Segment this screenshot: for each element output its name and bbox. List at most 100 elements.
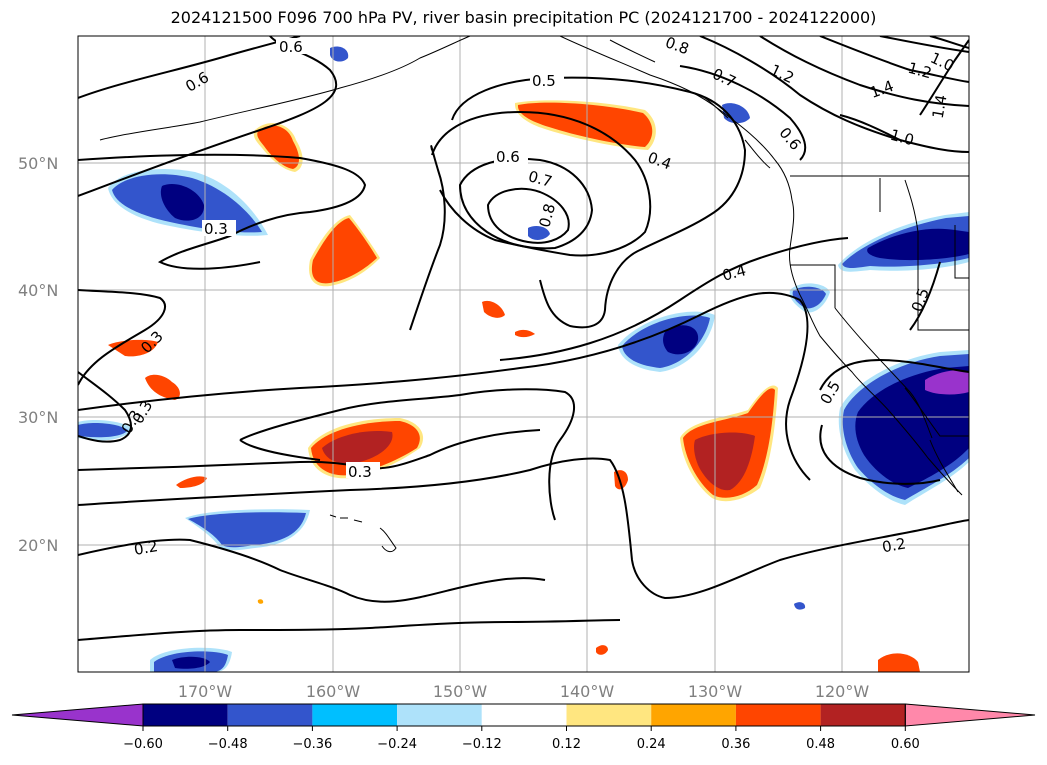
negative-anomaly-region — [172, 656, 210, 669]
pv-contour — [819, 424, 941, 485]
contour-label: 1.0 — [888, 126, 916, 150]
pv-contour — [78, 36, 337, 197]
contour-label: 0.2 — [133, 537, 160, 559]
colorbar-segment — [481, 704, 567, 726]
negative-anomaly-region — [78, 422, 128, 438]
colorbar-tick-label: −0.36 — [292, 737, 332, 752]
positive-anomaly-region — [176, 476, 207, 488]
pv-contour — [819, 358, 969, 391]
colorbar: −0.60 −0.48 −0.36 −0.24 −0.12 0.12 0.24 … — [11, 703, 1036, 752]
lat-label: 50°N — [18, 154, 58, 173]
contour-label: 0.3 — [204, 220, 228, 238]
longitude-labels: 170°W 160°W 150°W 140°W 130°W 120°W — [178, 682, 870, 701]
contour-label: 0.4 — [720, 261, 748, 285]
colorbar-tick-label: −0.60 — [123, 737, 163, 752]
negative-anomaly-region — [160, 184, 205, 221]
negative-anomaly-region — [528, 226, 550, 240]
contour-label: 1.4 — [929, 93, 951, 120]
latitude-labels: 50°N 40°N 30°N 20°N — [18, 154, 58, 555]
pv-contour — [451, 76, 747, 329]
colorbar-segment — [11, 703, 144, 727]
positive-anomaly-region — [878, 653, 920, 672]
negative-anomaly-region — [855, 366, 969, 488]
pv-contour — [929, 36, 969, 49]
lon-label: 170°W — [178, 682, 233, 701]
pv-contour — [909, 261, 941, 331]
colorbar-tick-label: −0.12 — [462, 737, 502, 752]
contour-label: 0.2 — [881, 534, 908, 556]
pv-contour — [919, 39, 969, 116]
lat-label: 40°N — [18, 281, 58, 300]
pv-contour — [486, 187, 570, 244]
pv-contour — [78, 538, 546, 603]
positive-anomaly-region — [694, 432, 755, 491]
pv-contour — [78, 619, 621, 641]
positive-anomaly-region — [482, 300, 505, 318]
colorbar-segment — [904, 703, 1036, 727]
pv-contour — [839, 114, 901, 141]
contour-label: 0.6 — [279, 38, 303, 56]
colorbar-segment — [735, 704, 821, 726]
lon-label: 120°W — [815, 682, 870, 701]
contour-label: 0.8 — [535, 202, 559, 230]
pv-contour — [239, 388, 575, 521]
colorbar-segment — [820, 704, 906, 726]
contour-label: 0.6 — [496, 148, 520, 166]
lat-label: 30°N — [18, 408, 58, 427]
colorbar-segment — [143, 704, 228, 726]
contour-label: 1.2 — [906, 59, 934, 83]
colorbar-tick-label: −0.48 — [208, 737, 248, 752]
colorbar-segment — [397, 704, 482, 726]
pv-contour — [409, 145, 446, 331]
positive-anomaly-region — [257, 599, 264, 604]
pv-contour — [679, 65, 807, 161]
pv-contours — [78, 36, 969, 641]
negative-anomaly-region — [722, 103, 750, 124]
positive-anomaly-region — [257, 125, 299, 169]
pv-contour — [78, 289, 166, 386]
negative-anomaly-region — [330, 46, 349, 62]
colorbar-tick-label: −0.24 — [377, 737, 417, 752]
pv-contour — [78, 371, 132, 443]
gridlines — [78, 36, 969, 672]
colorbar-segment — [566, 704, 652, 726]
contour-label: 0.7 — [526, 167, 554, 191]
negative-anomaly-region — [188, 512, 306, 548]
colorbar-tick-label: 0.48 — [806, 737, 835, 752]
map-plot-area: 0.6 0.6 0.5 0.6 0.7 0.8 0.4 0.8 0.7 1.2 … — [78, 33, 969, 672]
positive-anomaly-region — [596, 645, 608, 655]
pv-contour — [499, 237, 849, 361]
colorbar-tick-label: 0.36 — [721, 737, 750, 752]
colorbar-tick-label: 0.24 — [637, 737, 666, 752]
lon-label: 140°W — [560, 682, 615, 701]
precip-shading — [78, 46, 969, 672]
negative-anomaly-region — [925, 370, 969, 395]
positive-anomaly-region — [311, 218, 377, 284]
positive-anomaly-region — [145, 374, 180, 400]
lon-label: 130°W — [688, 682, 743, 701]
lon-label: 160°W — [306, 682, 361, 701]
contour-label: 0.3 — [348, 463, 372, 481]
pv-contour — [78, 153, 367, 270]
colorbar-segment — [227, 704, 313, 726]
colorbar-segment — [312, 704, 398, 726]
pv-contour — [431, 110, 652, 257]
contour-label: 0.8 — [663, 33, 692, 58]
figure-title: 2024121500 F096 700 hPa PV, river basin … — [170, 8, 877, 27]
colorbar-segment — [651, 704, 736, 726]
colorbar-tick-label: 0.60 — [891, 737, 920, 752]
contour-label: 0.5 — [532, 72, 556, 90]
pv-contour — [239, 439, 321, 461]
pv-contour — [819, 36, 969, 83]
lat-label: 20°N — [18, 536, 58, 555]
pv-contour — [78, 457, 969, 600]
colorbar-tick-label: 0.12 — [552, 737, 581, 752]
positive-anomaly-region — [515, 329, 535, 338]
positive-anomaly-region — [322, 430, 393, 464]
pv-contour — [759, 36, 969, 107]
pv-contour — [699, 36, 969, 153]
map-frame — [77, 35, 970, 673]
pv-contour — [78, 291, 811, 481]
colorbar-outline — [142, 703, 906, 727]
